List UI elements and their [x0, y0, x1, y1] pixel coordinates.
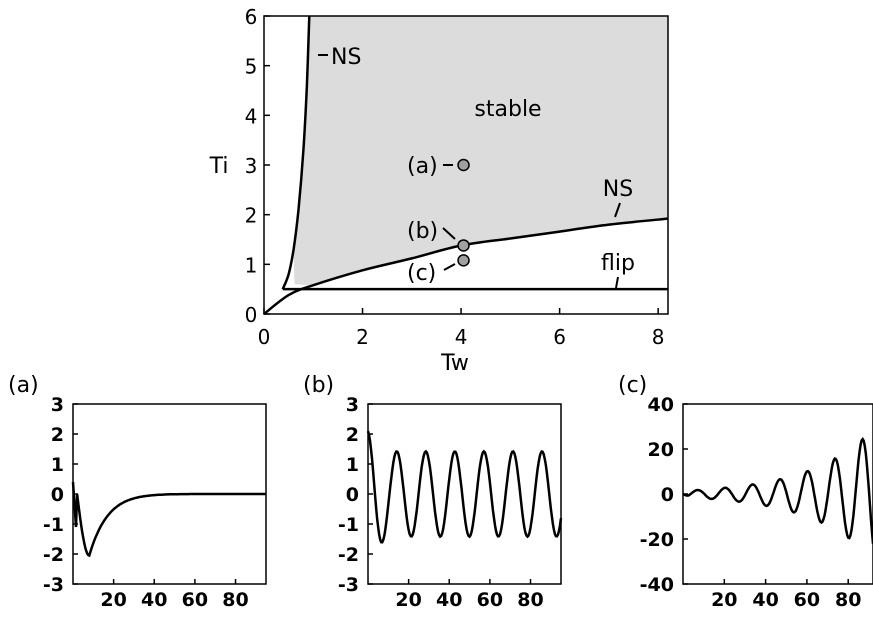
point-b-label: (b) [407, 219, 438, 244]
main-y-tick-label: 3 [245, 154, 258, 178]
x-tick-label: 80 [222, 589, 248, 611]
main-annotations: NS stable NS flip (a) (b) (c) [318, 45, 635, 289]
panel-c-frame [682, 403, 873, 585]
sample-point [457, 239, 470, 252]
x-tick-label: 20 [711, 589, 737, 611]
stable-label: stable [474, 97, 541, 122]
y-tick-label: 3 [346, 394, 359, 416]
flip-label: flip [601, 251, 635, 276]
main-x-tick-label: 8 [652, 325, 665, 349]
series-line [71, 481, 266, 558]
y-tick-label: 3 [51, 394, 64, 416]
point-a-label: (a) [407, 154, 438, 179]
y-tick-label: -3 [43, 574, 64, 596]
ns-lower-label: NS [603, 177, 633, 202]
main-y-tick-label: 0 [245, 303, 258, 327]
panel-a-label: (a) [8, 373, 39, 398]
bifurcation-diagram: 0 2 4 6 8 0 1 2 3 4 5 6 NS stable NS flip (a) (b) (c) Tw… [209, 5, 669, 376]
panel-b-frame [367, 403, 562, 585]
main-x-tick-label: 2 [356, 325, 369, 349]
point-b-leader [442, 227, 456, 240]
x-tick-label: 60 [182, 589, 208, 611]
y-tick-label: -1 [43, 514, 64, 536]
sample-point [457, 254, 470, 267]
time-series-a: (a) 20 40 60 80 -3 -2 -1 0 1 2 3 [8, 373, 267, 611]
ns-curve-left [281, 15, 311, 290]
y-tick-label: -2 [338, 544, 359, 566]
main-y-tick-label: 5 [245, 55, 258, 79]
y-tick-label: 1 [346, 454, 359, 476]
y-tick-label: 0 [661, 484, 674, 506]
main-y-tick-label: 2 [245, 204, 258, 228]
y-tick-label: 20 [648, 439, 674, 461]
y-tick-label: 1 [51, 454, 64, 476]
panel-c-label: (c) [618, 373, 647, 398]
y-tick-label: -2 [43, 544, 64, 566]
main-y-tick-label: 6 [245, 5, 258, 29]
panel-b-label: (b) [303, 373, 334, 398]
y-tick-label: 2 [346, 424, 359, 446]
x-tick-label: 40 [752, 589, 778, 611]
series-line [682, 436, 873, 544]
time-series-b: (b) 20 40 60 80 -3 -2 -1 0 1 2 3 [303, 373, 563, 611]
y-tick-label: 2 [51, 424, 64, 446]
main-x-ticks: 0 2 4 6 8 [258, 308, 665, 349]
main-x-tick-label: 0 [258, 325, 271, 349]
main-y-tick-label: 1 [245, 253, 258, 277]
y-tick-label: 0 [346, 484, 359, 506]
x-tick-label: 80 [835, 589, 861, 611]
point-c-leader [443, 263, 456, 271]
main-x-tick-label: 6 [553, 325, 566, 349]
time-series-c: (c) 20 40 60 80 -40 -20 0 20 40 [618, 373, 873, 611]
y-tick-label: -3 [338, 574, 359, 596]
ns-top-label: NS [331, 45, 361, 70]
y-tick-label: 0 [51, 484, 64, 506]
x-tick-label: 20 [100, 589, 126, 611]
x-axis-label: Tw [440, 351, 469, 376]
y-tick-label: 40 [648, 394, 674, 416]
main-curves [263, 15, 669, 315]
x-tick-label: 40 [141, 589, 167, 611]
y-axis-label: Ti [209, 154, 229, 179]
sample-point [457, 158, 470, 172]
stable-region [293, 16, 668, 286]
y-tick-label: -1 [338, 514, 359, 536]
sample-points [457, 158, 470, 267]
x-tick-label: 80 [517, 589, 543, 611]
main-y-ticks: 0 1 2 3 4 5 6 [245, 5, 270, 327]
series-line [366, 430, 563, 544]
y-tick-label: -20 [640, 529, 674, 551]
flip-leader [615, 276, 619, 289]
point-c-label: (c) [407, 261, 436, 286]
main-y-tick-label: 4 [245, 104, 258, 128]
x-tick-label: 40 [436, 589, 462, 611]
y-tick-label: -40 [640, 574, 674, 596]
x-tick-label: 20 [395, 589, 421, 611]
main-x-tick-label: 4 [455, 325, 468, 349]
x-tick-label: 60 [477, 589, 503, 611]
x-tick-label: 60 [794, 589, 820, 611]
ns-lower-leader [614, 202, 621, 218]
